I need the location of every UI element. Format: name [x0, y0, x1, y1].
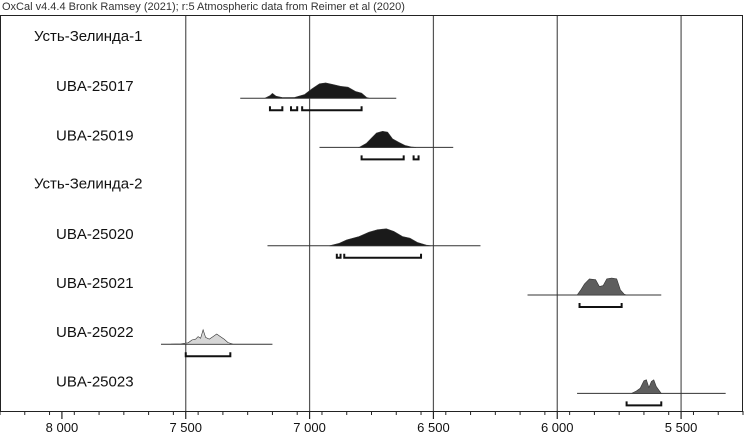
hpd-bracket — [290, 106, 299, 112]
hpd-bracket — [335, 253, 342, 259]
tick-label: 8 000 — [46, 420, 79, 432]
density-curve — [329, 228, 431, 247]
group-row: Усть-Зелинда-2 — [34, 176, 142, 193]
density-curve — [631, 379, 662, 394]
date-label: UBA-25019 — [56, 127, 134, 144]
density-curve — [357, 130, 417, 148]
tick-label: 6 500 — [417, 420, 450, 432]
tick-label: 6 000 — [541, 420, 574, 432]
date-row: UBA-25021 — [56, 275, 662, 308]
tick-label: 5 500 — [665, 420, 698, 432]
density-curve — [264, 82, 370, 99]
tick-label: 7 500 — [169, 420, 202, 432]
hpd-bracket — [360, 155, 405, 161]
hpd-bracket — [301, 106, 363, 112]
density-curve — [576, 277, 627, 296]
hpd-bracket — [625, 401, 663, 407]
date-row: UBA-25017 — [56, 78, 397, 112]
hpd-bracket — [578, 303, 623, 308]
date-label: UBA-25020 — [56, 226, 134, 243]
date-label: UBA-25023 — [56, 373, 134, 390]
group-row: Усть-Зелинда-1 — [34, 28, 142, 45]
date-label: UBA-25022 — [56, 324, 134, 341]
group-label: Усть-Зелинда-2 — [34, 176, 142, 193]
hpd-bracket — [412, 155, 420, 161]
x-axis: 8 000 7 500 7 000 6 500 6 000 5 500 — [0, 411, 744, 432]
tick-label: 7 000 — [293, 420, 326, 432]
hpd-bracket — [343, 253, 423, 259]
date-row: UBA-25020 — [56, 226, 481, 259]
date-row: UBA-25023 — [56, 373, 726, 407]
date-row: UBA-25019 — [56, 127, 454, 161]
plot-frame — [0, 15, 743, 412]
hpd-bracket — [184, 352, 232, 358]
density-curve — [170, 328, 233, 345]
hpd-bracket — [268, 106, 284, 112]
group-label: Усть-Зелинда-1 — [34, 28, 142, 45]
chart-header: OxCal v4.4.4 Bronk Ramsey (2021); r:5 At… — [2, 1, 405, 13]
date-label: UBA-25017 — [56, 78, 134, 95]
date-label: UBA-25021 — [56, 275, 134, 292]
rows: Усть-Зелинда-1 UBA-25017 UBA-25019 Усть-Зел… — [34, 28, 726, 407]
date-row: UBA-25022 — [56, 324, 273, 358]
gridlines — [185, 16, 682, 411]
